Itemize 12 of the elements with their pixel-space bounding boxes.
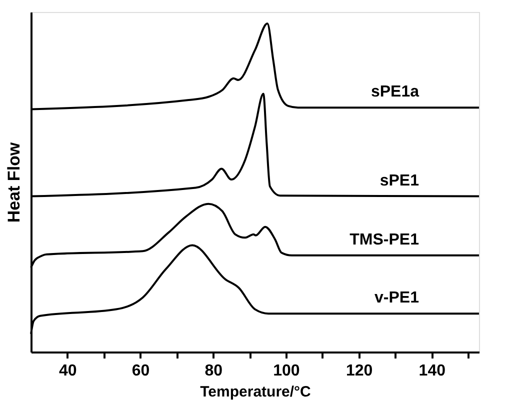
series-label: sPE1a <box>370 84 420 101</box>
x-tick-label: 120 <box>346 362 373 380</box>
series-label: sPE1 <box>380 172 420 190</box>
x-tick-label: 60 <box>132 362 150 380</box>
series-label: TMS-PE1 <box>350 231 420 248</box>
x-axis-title: Temperature/°C <box>200 384 312 400</box>
series-label: v-PE1 <box>374 290 420 307</box>
y-axis-title: Heat Flow <box>4 142 24 223</box>
x-tick-label: 40 <box>59 362 77 380</box>
x-tick-label: 80 <box>204 362 223 380</box>
x-tick-label: 100 <box>273 362 300 380</box>
x-tick-label: 140 <box>418 362 446 380</box>
